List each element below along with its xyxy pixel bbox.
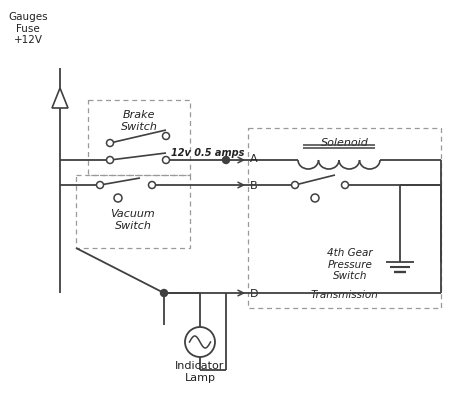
Text: Brake
Switch: Brake Switch bbox=[120, 110, 157, 131]
Polygon shape bbox=[52, 88, 68, 108]
Circle shape bbox=[163, 157, 170, 163]
Bar bbox=[88, 100, 190, 175]
Circle shape bbox=[107, 157, 113, 163]
Circle shape bbox=[292, 181, 299, 189]
Circle shape bbox=[161, 289, 167, 297]
Circle shape bbox=[222, 157, 229, 163]
Text: B: B bbox=[250, 181, 258, 191]
Text: 4th Gear
Pressure
Switch: 4th Gear Pressure Switch bbox=[327, 248, 373, 281]
Circle shape bbox=[341, 181, 348, 189]
Text: Gauges
Fuse
+12V: Gauges Fuse +12V bbox=[8, 12, 48, 45]
Text: Solenoid: Solenoid bbox=[320, 138, 368, 148]
Circle shape bbox=[311, 194, 319, 202]
Circle shape bbox=[97, 181, 103, 189]
Circle shape bbox=[148, 181, 155, 189]
Text: A: A bbox=[250, 154, 258, 164]
Text: D: D bbox=[250, 289, 258, 299]
Text: Vacuum
Switch: Vacuum Switch bbox=[110, 209, 155, 231]
Circle shape bbox=[163, 132, 170, 139]
Bar bbox=[248, 128, 441, 308]
Bar bbox=[76, 175, 190, 248]
Text: Transmission: Transmission bbox=[310, 290, 378, 300]
Circle shape bbox=[107, 139, 113, 147]
Text: 12v 0.5 amps: 12v 0.5 amps bbox=[171, 148, 245, 158]
Circle shape bbox=[114, 194, 122, 202]
Text: Indicator
Lamp: Indicator Lamp bbox=[175, 361, 225, 383]
Circle shape bbox=[185, 327, 215, 357]
